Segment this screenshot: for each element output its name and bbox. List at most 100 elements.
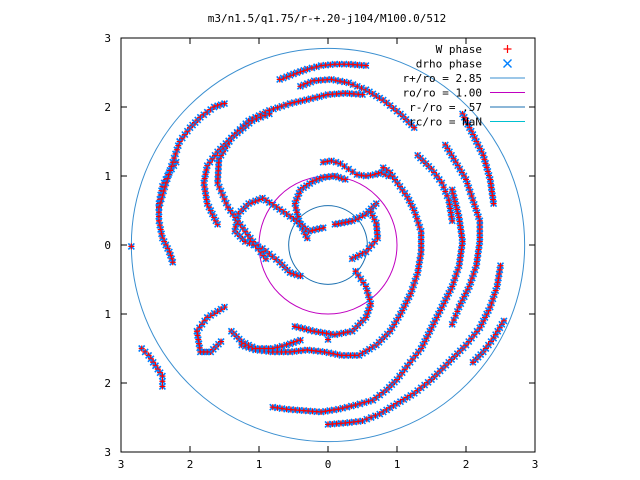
- w-point: [447, 209, 454, 216]
- w-point: [334, 351, 341, 358]
- w-point: [179, 135, 186, 142]
- legend-entry: drho phase: [416, 58, 512, 71]
- w-point: [490, 200, 497, 207]
- w-point: [252, 242, 259, 248]
- x-tick-label: 0: [325, 458, 332, 471]
- w-point: [348, 403, 355, 410]
- w-point: [297, 273, 304, 280]
- w-point: [195, 340, 202, 347]
- w-point: [176, 138, 183, 145]
- w-point: [184, 128, 191, 135]
- w-point: [318, 62, 325, 69]
- w-point: [490, 335, 497, 342]
- w-point: [138, 345, 145, 352]
- w-point: [313, 63, 320, 70]
- w-point: [383, 99, 390, 106]
- w-point: [316, 93, 323, 100]
- w-point: [394, 376, 400, 383]
- w-point: [158, 230, 165, 237]
- w-point: [417, 253, 424, 260]
- w-point: [325, 349, 332, 356]
- w-point: [195, 336, 202, 343]
- w-point: [411, 124, 418, 131]
- w-point: [157, 226, 164, 233]
- x-tick-label: 3: [118, 458, 125, 471]
- w-point: [269, 404, 276, 411]
- y-tick-label: 2: [104, 377, 111, 390]
- legend-label: ro/ro = 1.00: [403, 87, 482, 100]
- legend-label: r+/ro = 2.85: [403, 72, 482, 85]
- w-point: [244, 231, 251, 238]
- legend-label: r-/ro = .57: [409, 101, 482, 114]
- w-point: [291, 99, 298, 106]
- w-point: [159, 383, 166, 390]
- w-point: [471, 331, 478, 338]
- w-point: [199, 321, 206, 328]
- w-point: [362, 173, 369, 179]
- w-point: [367, 208, 374, 215]
- w-point: [414, 269, 421, 276]
- y-tick-label: 2: [104, 101, 111, 114]
- w-point: [207, 106, 214, 113]
- w-point: [448, 213, 455, 220]
- w-point: [469, 359, 476, 366]
- w-point: [331, 331, 338, 338]
- w-point: [496, 270, 503, 277]
- data-points: [127, 60, 508, 428]
- w-point: [181, 131, 188, 138]
- w-point: [390, 105, 397, 112]
- w-point: [312, 94, 319, 101]
- x-tick-label: 2: [187, 458, 194, 471]
- w-point: [324, 158, 331, 165]
- legend-entry: rc/ro = NaN: [409, 116, 525, 129]
- w-point: [299, 97, 306, 104]
- legend-entry: W phase: [436, 43, 512, 56]
- w-point: [307, 95, 314, 102]
- w-point: [396, 373, 403, 380]
- w-point: [446, 201, 453, 208]
- w-point: [326, 407, 333, 414]
- w-point: [497, 262, 504, 269]
- w-point: [308, 64, 315, 71]
- w-point: [201, 175, 208, 182]
- w-point: [193, 328, 200, 335]
- w-point: [274, 344, 281, 351]
- legend-symbol: [503, 59, 512, 68]
- x-tick-label: 1: [394, 458, 401, 471]
- w-point: [447, 205, 454, 212]
- w-point: [266, 110, 273, 117]
- x-tick-label: 2: [463, 458, 470, 471]
- w-point: [315, 328, 322, 335]
- w-point: [128, 243, 135, 250]
- w-point: [325, 336, 331, 343]
- y-tick-label: 3: [104, 446, 111, 459]
- w-point: [485, 342, 492, 349]
- legend-label: drho phase: [416, 58, 482, 71]
- w-point: [401, 366, 408, 373]
- w-point: [203, 196, 210, 203]
- legend-entry: r+/ro = 2.85: [403, 72, 525, 85]
- w-point: [206, 159, 213, 166]
- w-point: [321, 348, 328, 355]
- legend-label: W phase: [436, 43, 482, 56]
- w-point: [249, 238, 256, 245]
- w-point: [371, 238, 378, 245]
- w-point: [204, 200, 211, 207]
- w-point: [155, 217, 162, 224]
- w-point: [337, 78, 344, 85]
- w-point: [332, 77, 339, 84]
- w-point: [320, 92, 327, 99]
- w-point: [344, 329, 351, 336]
- w-point: [203, 166, 210, 173]
- w-point: [255, 245, 262, 252]
- w-point: [415, 348, 422, 355]
- w-point: [407, 359, 414, 366]
- w-point: [394, 108, 400, 115]
- x-tick-label: 3: [532, 458, 539, 471]
- w-point: [362, 248, 369, 255]
- w-point: [494, 283, 501, 290]
- w-point: [204, 314, 211, 321]
- w-point: [335, 406, 342, 413]
- w-point: [352, 268, 359, 275]
